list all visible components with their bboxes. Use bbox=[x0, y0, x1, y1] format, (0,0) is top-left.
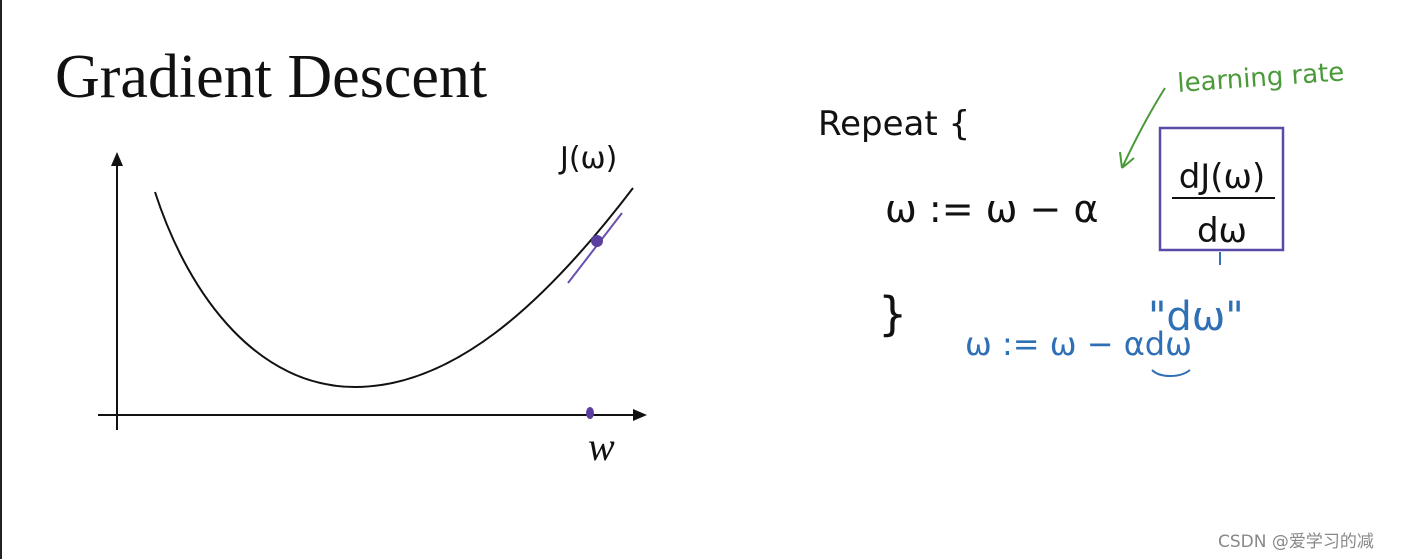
tangent-point bbox=[591, 235, 603, 247]
y-axis-arrow bbox=[111, 152, 123, 166]
watermark: CSDN @爱学习的减 bbox=[1218, 532, 1374, 552]
tangent-line bbox=[567, 212, 623, 284]
x-axis-label: w bbox=[588, 424, 615, 469]
repeat-text: Repeat { bbox=[818, 104, 970, 144]
x-axis-arrow bbox=[633, 409, 647, 421]
y-axis-label: J(ω) bbox=[558, 141, 617, 176]
dw-quote: "dω" bbox=[1148, 294, 1244, 340]
learning-rate-arrow bbox=[1119, 87, 1166, 169]
cost-curve bbox=[154, 187, 634, 389]
update-lhs: ω := ω − α bbox=[885, 187, 1099, 231]
gradient-box bbox=[1158, 126, 1285, 252]
close-brace: } bbox=[878, 287, 907, 341]
fraction-numerator: dJ(ω) bbox=[1179, 157, 1266, 197]
fraction-denominator: dω bbox=[1197, 211, 1247, 251]
w-point bbox=[586, 407, 594, 419]
slide-title: Gradient Descent bbox=[55, 43, 487, 111]
dw-underline bbox=[1151, 369, 1191, 377]
code-rule: ω := ω − αdω bbox=[965, 325, 1192, 363]
